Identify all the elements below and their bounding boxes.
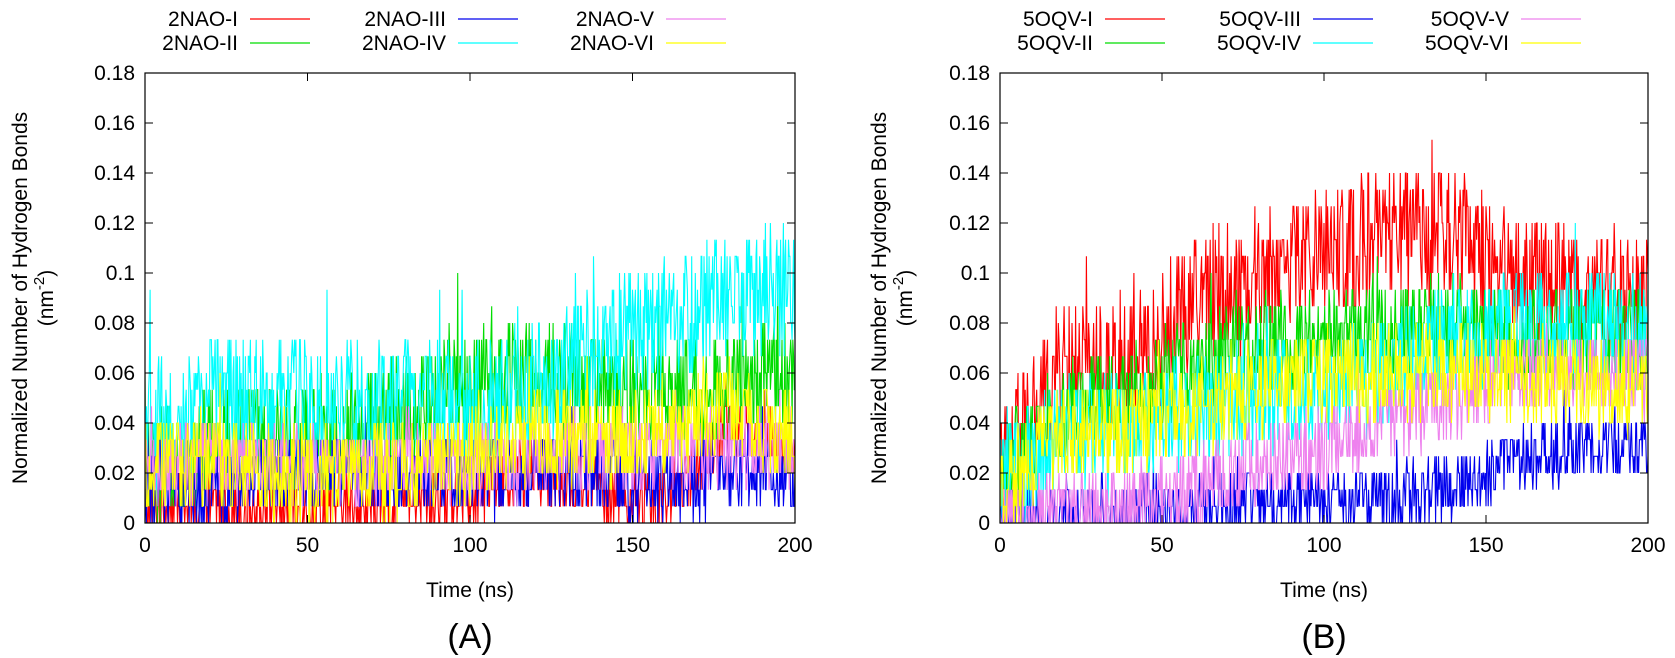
x-tick-label: 0 <box>139 534 151 557</box>
y-tick-label: 0.1 <box>106 262 135 285</box>
legend-label: 5OQV-VI <box>1425 32 1509 55</box>
chart-panel-b: 0 0.02 0.04 0.06 0.08 0.1 0.12 0.14 0.16 0.18 0 50 1… <box>868 8 1666 656</box>
y-tick-label: 0.12 <box>94 212 135 235</box>
legend-label: 5OQV-IV <box>1217 32 1301 55</box>
x-tick-label: 50 <box>1150 534 1173 557</box>
x-tick-label: 100 <box>452 534 487 557</box>
x-axis-label: Time (ns) <box>426 579 514 602</box>
y-axis-unit-close: ) <box>894 270 917 277</box>
y-tick-label: 0.02 <box>94 462 135 485</box>
y-tick-label: 0 <box>978 512 990 535</box>
y-tick-label: 0.08 <box>94 312 135 335</box>
legend-label: 5OQV-II <box>1017 32 1093 55</box>
x-tick-label: 100 <box>1306 534 1341 557</box>
y-tick-label: 0 <box>123 512 135 535</box>
panel-label: (A) <box>447 618 492 656</box>
legend-label: 2NAO-II <box>162 32 238 55</box>
series-traces <box>1000 139 1648 523</box>
y-axis-unit-close: ) <box>35 270 58 277</box>
y-tick-label: 0.04 <box>94 412 135 435</box>
y-axis-unit: (nm-2) <box>890 270 917 327</box>
y-axis-unit-exponent: -2 <box>890 277 907 290</box>
y-tick-label: 0.16 <box>94 112 135 135</box>
legend-label: 2NAO-I <box>168 8 238 31</box>
y-axis-label: Normalized Number of Hydrogen Bonds <box>9 112 32 484</box>
legend-label: 2NAO-VI <box>570 32 654 55</box>
x-tick-label: 150 <box>1468 534 1503 557</box>
y-axis-label: Normalized Number of Hydrogen Bonds <box>868 112 891 484</box>
legend-label: 5OQV-III <box>1219 8 1301 31</box>
y-tick-label: 0.06 <box>949 362 990 385</box>
chart-panel-a: 0 0.02 0.04 0.06 0.08 0.1 0.12 0.14 0.16 0.18 0 50 1… <box>9 8 813 656</box>
y-tick-label: 0.16 <box>949 112 990 135</box>
legend-label: 2NAO-V <box>576 8 654 31</box>
y-tick-label: 0.08 <box>949 312 990 335</box>
x-tick-label: 200 <box>1630 534 1665 557</box>
y-axis-unit-base: (nm <box>35 290 58 326</box>
legend-label: 2NAO-IV <box>362 32 446 55</box>
series-line-2nao-vi <box>145 356 795 523</box>
y-tick-label: 0.12 <box>949 212 990 235</box>
y-tick-label: 0.06 <box>94 362 135 385</box>
x-tick-label: 50 <box>296 534 319 557</box>
y-tick-label: 0.04 <box>949 412 990 435</box>
y-tick-label: 0.18 <box>949 62 990 85</box>
series-line-5oqv-vi <box>1000 306 1648 523</box>
y-tick-label: 0.18 <box>94 62 135 85</box>
series-line-5oqv-v <box>1000 322 1648 523</box>
y-tick-label: 0.1 <box>961 262 990 285</box>
y-axis-unit-exponent: -2 <box>31 277 48 290</box>
y-axis-unit-base: (nm <box>894 290 917 326</box>
legend-label: 5OQV-I <box>1023 8 1093 31</box>
y-axis-unit: (nm-2) <box>31 270 58 327</box>
y-tick-label: 0.14 <box>949 162 990 185</box>
legend-label: 5OQV-V <box>1431 8 1509 31</box>
legend-label: 2NAO-III <box>364 8 446 31</box>
y-tick-label: 0.02 <box>949 462 990 485</box>
x-tick-label: 200 <box>777 534 812 557</box>
y-tick-label: 0.14 <box>94 162 135 185</box>
x-axis-label: Time (ns) <box>1280 579 1368 602</box>
series-traces <box>145 222 795 523</box>
panel-label: (B) <box>1301 618 1346 656</box>
x-tick-label: 0 <box>994 534 1006 557</box>
x-tick-label: 150 <box>615 534 650 557</box>
